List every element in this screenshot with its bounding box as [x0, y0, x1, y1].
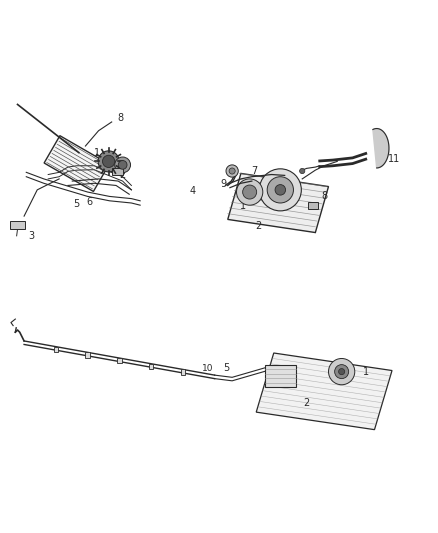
Bar — [10, 221, 25, 229]
Circle shape — [267, 177, 293, 203]
Text: 6: 6 — [87, 197, 93, 207]
Bar — [308, 201, 318, 209]
Circle shape — [115, 157, 131, 173]
Polygon shape — [228, 173, 328, 232]
Text: 9: 9 — [220, 179, 226, 189]
Circle shape — [243, 185, 257, 199]
Circle shape — [118, 160, 127, 169]
Text: 10: 10 — [202, 364, 214, 373]
Text: 5: 5 — [74, 199, 80, 209]
Text: 11: 11 — [388, 154, 400, 164]
Circle shape — [226, 165, 238, 177]
Bar — [149, 364, 153, 369]
Text: 1: 1 — [240, 201, 246, 211]
Circle shape — [237, 179, 263, 205]
Bar — [53, 346, 58, 352]
Bar — [85, 352, 90, 358]
Bar — [112, 168, 123, 174]
Text: 4: 4 — [190, 186, 196, 196]
FancyBboxPatch shape — [44, 136, 109, 191]
Text: 2: 2 — [120, 170, 126, 180]
FancyBboxPatch shape — [265, 365, 296, 387]
Circle shape — [335, 365, 349, 378]
Polygon shape — [256, 353, 392, 430]
Bar — [180, 369, 185, 375]
Circle shape — [98, 151, 119, 172]
Text: 8: 8 — [321, 191, 327, 201]
Text: 1: 1 — [94, 149, 100, 158]
Circle shape — [259, 169, 301, 211]
Text: 1: 1 — [363, 367, 369, 377]
Bar — [117, 358, 122, 364]
Polygon shape — [373, 128, 389, 168]
Text: 2: 2 — [304, 398, 310, 408]
Circle shape — [328, 359, 355, 385]
Circle shape — [102, 155, 115, 167]
Circle shape — [275, 184, 286, 195]
Circle shape — [339, 368, 345, 375]
Text: 7: 7 — [251, 166, 257, 176]
Circle shape — [229, 168, 235, 174]
Text: 2: 2 — [255, 221, 261, 231]
Text: 8: 8 — [117, 112, 124, 123]
Text: 3: 3 — [28, 231, 35, 241]
Circle shape — [300, 168, 305, 174]
Text: 5: 5 — [223, 363, 230, 373]
